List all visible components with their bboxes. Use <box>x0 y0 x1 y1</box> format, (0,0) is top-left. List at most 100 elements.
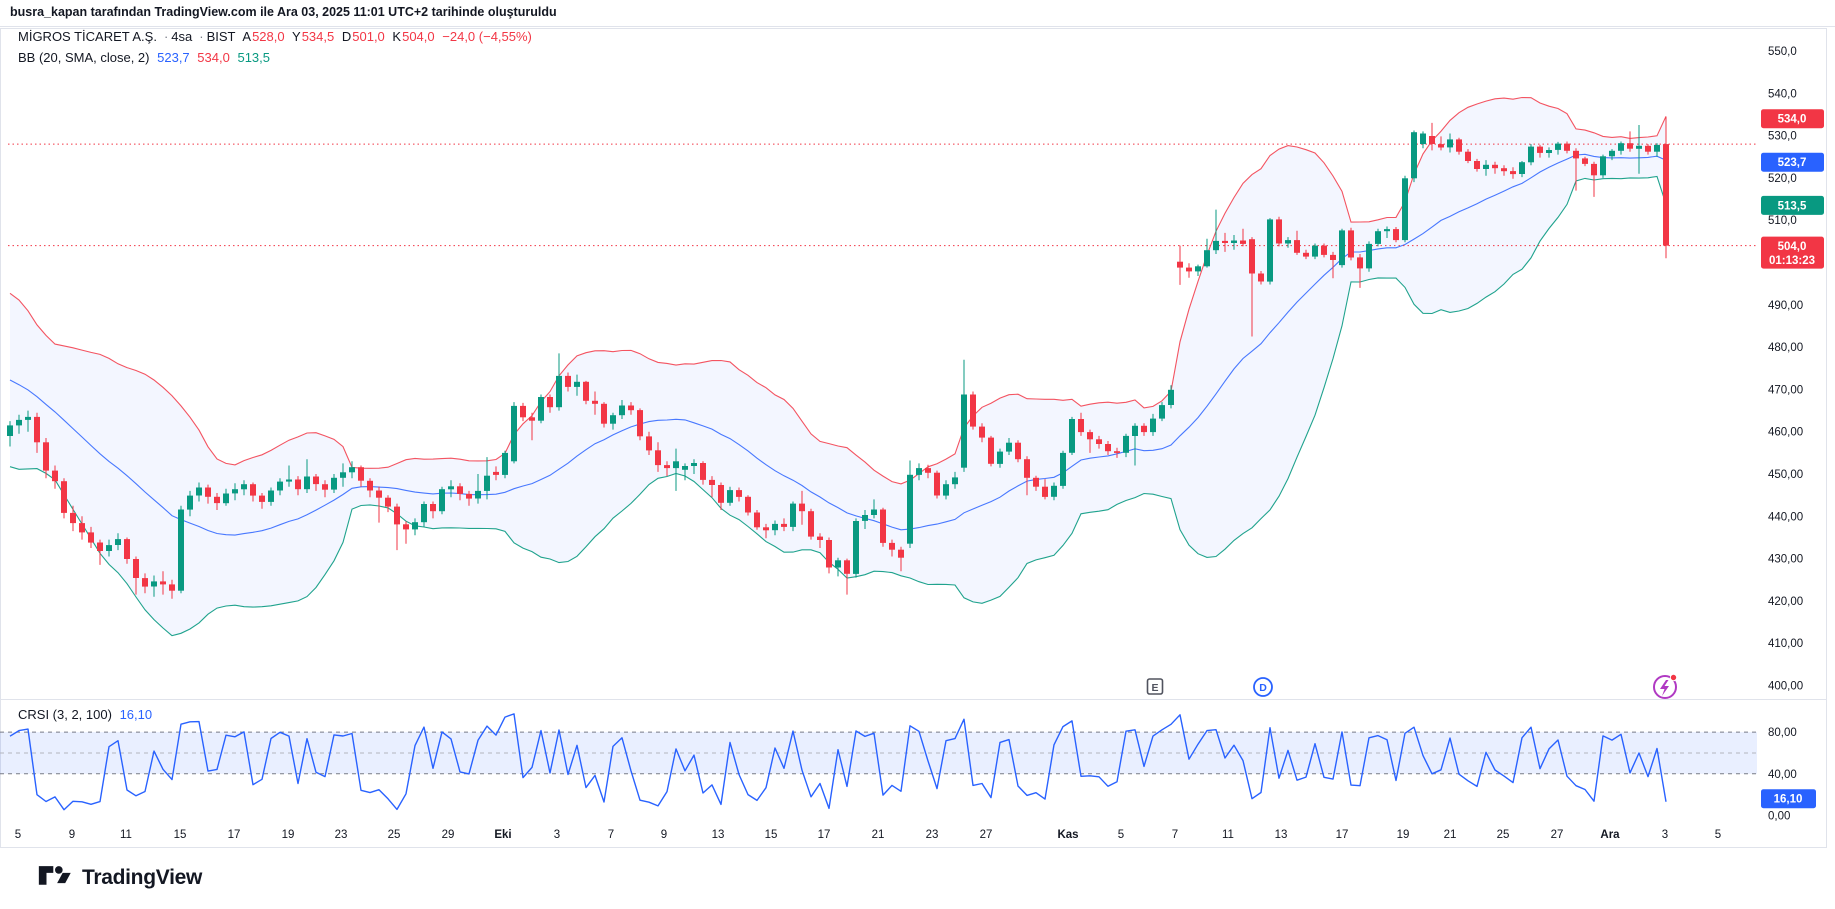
svg-text:440,00: 440,00 <box>1768 511 1803 523</box>
svg-text:E: E <box>1151 682 1158 694</box>
svg-text:5: 5 <box>15 829 21 841</box>
svg-text:3: 3 <box>1662 829 1668 841</box>
svg-text:5: 5 <box>1118 829 1124 841</box>
price-level-lines <box>8 143 1757 247</box>
symbol-title[interactable]: MİGROS TİCARET A.Ş. <box>18 29 157 44</box>
svg-text:17: 17 <box>1336 829 1349 841</box>
high-value: 534,5 <box>301 29 335 44</box>
svg-text:420,00: 420,00 <box>1768 596 1803 608</box>
svg-text:80,00: 80,00 <box>1768 727 1797 739</box>
crsi-value-badge: 16,10 <box>1761 789 1816 809</box>
open-value: 528,0 <box>252 29 285 44</box>
symbol-legend[interactable]: MİGROS TİCARET A.Ş. · 4sa · BIST A528,0 Y534… <box>18 29 536 44</box>
high-label: Y <box>292 29 301 44</box>
bb-legend[interactable]: BB (20, SMA, close, 2) 523,7 534,0 513,5 <box>18 50 274 65</box>
svg-text:7: 7 <box>1172 829 1178 841</box>
svg-text:15: 15 <box>174 829 187 841</box>
svg-text:Ara: Ara <box>1600 829 1620 841</box>
dividend-marker-icon: D <box>1253 677 1273 697</box>
svg-text:534,0: 534,0 <box>1778 114 1807 126</box>
svg-text:504,0: 504,0 <box>1778 241 1807 253</box>
crsi-value: 16,10 <box>119 707 153 722</box>
legend-separator: · <box>199 29 204 44</box>
crsi-axis[interactable]: 80,00 40,00 0,00 16,10 <box>1761 727 1816 823</box>
bollinger-bands <box>9 96 1667 637</box>
svg-text:513,5: 513,5 <box>1778 200 1807 212</box>
svg-text:400,00: 400,00 <box>1768 681 1803 693</box>
svg-text:27: 27 <box>1551 829 1564 841</box>
low-value: 501,0 <box>352 29 385 44</box>
symbol-interval[interactable]: 4sa <box>171 29 193 44</box>
price-badges: 534,0 523,7 513,5 504,0 01:13:23 <box>1761 109 1824 269</box>
svg-text:Eki: Eki <box>494 829 511 841</box>
svg-text:25: 25 <box>1497 829 1510 841</box>
attribution-divider <box>0 26 1835 27</box>
candles-layer <box>7 116 1669 599</box>
attribution-text: busra_kapan tarafından TradingView.com i… <box>10 5 557 19</box>
change-value: −24,0 (−4,55%) <box>442 29 532 44</box>
bb-upper-value: 534,0 <box>197 50 230 65</box>
svg-text:19: 19 <box>1397 829 1410 841</box>
bb-basis-value: 523,7 <box>157 50 190 65</box>
svg-text:25: 25 <box>388 829 401 841</box>
svg-text:19: 19 <box>282 829 295 841</box>
svg-text:17: 17 <box>818 829 831 841</box>
tradingview-logo[interactable]: TradingView <box>38 863 202 893</box>
bb-lower-value: 513,5 <box>237 50 271 65</box>
crsi-line <box>9 713 1667 811</box>
svg-text:9: 9 <box>661 829 667 841</box>
svg-text:510,0: 510,0 <box>1768 215 1797 227</box>
chart-frame-borders <box>0 28 1827 848</box>
tradingview-logo-text: TradingView <box>82 866 203 889</box>
tradingview-logo-icon <box>38 866 71 885</box>
close-label: K <box>392 29 402 44</box>
svg-text:523,7: 523,7 <box>1778 157 1807 169</box>
crsi-pane <box>0 713 1757 811</box>
svg-text:40,00: 40,00 <box>1768 769 1797 781</box>
svg-text:21: 21 <box>872 829 885 841</box>
svg-text:13: 13 <box>1275 829 1288 841</box>
svg-text:13: 13 <box>712 829 725 841</box>
crsi-name[interactable]: CRSI (3, 2, 100) <box>18 707 112 722</box>
svg-text:550,0: 550,0 <box>1768 46 1797 58</box>
lightning-icon <box>1653 673 1678 699</box>
svg-text:520,0: 520,0 <box>1768 173 1797 185</box>
svg-text:17: 17 <box>228 829 241 841</box>
time-axis[interactable]: 5 9 11 15 17 19 23 25 29 Eki 3 7 9 13 15 17 21 23 27 Kas 5 7 1… <box>15 829 1721 841</box>
svg-text:29: 29 <box>442 829 455 841</box>
open-label: A <box>242 29 252 44</box>
crsi-legend[interactable]: CRSI (3, 2, 100) 16,10 <box>18 707 156 722</box>
svg-text:D: D <box>1259 682 1267 694</box>
svg-text:16,10: 16,10 <box>1774 794 1803 806</box>
close-value: 504,0 <box>402 29 435 44</box>
svg-text:0,00: 0,00 <box>1768 811 1790 823</box>
svg-text:21: 21 <box>1444 829 1457 841</box>
svg-text:540,0: 540,0 <box>1768 88 1797 100</box>
svg-text:3: 3 <box>554 829 560 841</box>
svg-text:5: 5 <box>1715 829 1721 841</box>
price-axis[interactable]: 550,0 540,0 530,0 520,0 510,0 490,00 480,00 470… <box>1768 46 1803 693</box>
svg-text:Kas: Kas <box>1057 829 1078 841</box>
svg-text:460,00: 460,00 <box>1768 427 1803 439</box>
symbol-exchange: BIST <box>206 29 236 44</box>
svg-text:23: 23 <box>335 829 348 841</box>
svg-text:470,00: 470,00 <box>1768 384 1803 396</box>
svg-text:01:13:23: 01:13:23 <box>1769 255 1815 267</box>
svg-text:410,00: 410,00 <box>1768 638 1803 650</box>
svg-text:480,00: 480,00 <box>1768 342 1803 354</box>
svg-text:530,0: 530,0 <box>1768 131 1797 143</box>
svg-text:430,00: 430,00 <box>1768 554 1803 566</box>
svg-text:11: 11 <box>1222 829 1234 841</box>
bb-name[interactable]: BB (20, SMA, close, 2) <box>18 50 150 65</box>
low-label: D <box>341 29 352 44</box>
svg-text:9: 9 <box>69 829 75 841</box>
svg-text:490,00: 490,00 <box>1768 300 1803 312</box>
svg-text:23: 23 <box>926 829 939 841</box>
earnings-marker-icon: E <box>1146 678 1164 695</box>
last-price-badge: 504,0 01:13:23 <box>1761 236 1824 269</box>
legend-separator: · <box>163 29 169 44</box>
svg-text:7: 7 <box>608 829 614 841</box>
svg-text:11: 11 <box>120 829 132 841</box>
